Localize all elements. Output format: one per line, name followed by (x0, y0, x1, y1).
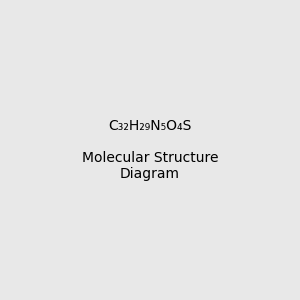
Text: C₃₂H₂₉N₅O₄S

Molecular Structure
Diagram: C₃₂H₂₉N₅O₄S Molecular Structure Diagram (82, 119, 218, 181)
